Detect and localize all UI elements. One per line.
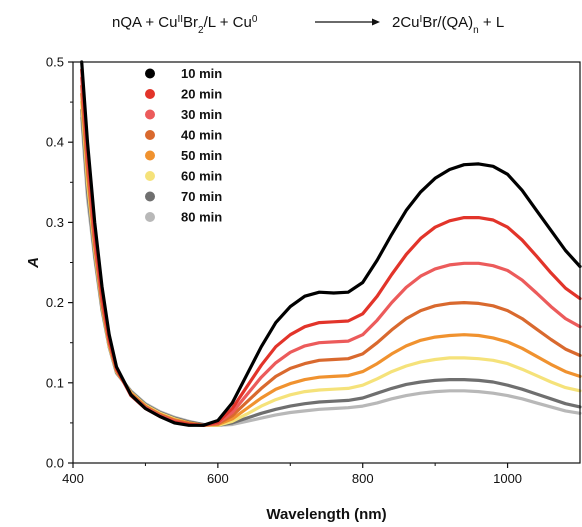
legend-label: 20 min bbox=[181, 87, 222, 102]
legend-marker bbox=[145, 212, 155, 222]
series-layer bbox=[80, 60, 582, 427]
y-tick-label: 0.0 bbox=[46, 456, 64, 471]
series-line bbox=[80, 100, 582, 427]
legend-marker bbox=[145, 130, 155, 140]
series-line bbox=[80, 68, 582, 427]
legend-marker bbox=[145, 191, 155, 202]
legend-label: 80 min bbox=[181, 210, 222, 225]
legend-marker bbox=[145, 89, 155, 99]
x-tick-label: 1000 bbox=[493, 471, 522, 486]
reaction-arrow bbox=[315, 18, 380, 26]
x-axis-title: Wavelength (nm) bbox=[266, 506, 386, 523]
plot-area-frame bbox=[72, 61, 581, 464]
reaction-reactants: nQA + CuIIBr2/L + Cu0 bbox=[112, 14, 258, 36]
y-tick-label: 0.2 bbox=[46, 295, 64, 310]
series-line bbox=[80, 84, 582, 427]
legend: 10 min 20 min 30 min 40 min 50 min 60 min 70 m… bbox=[145, 66, 222, 225]
x-tick-label: 800 bbox=[352, 471, 374, 486]
legend-marker bbox=[145, 171, 155, 181]
series-line bbox=[80, 108, 582, 427]
legend-marker bbox=[145, 68, 155, 79]
y-tick-label: 0.1 bbox=[46, 375, 64, 390]
y-tick-label: 0.4 bbox=[46, 135, 64, 150]
reaction-equation: nQA + CuIIBr2/L + Cu0 2CuIBr/(QA)n + L bbox=[112, 14, 504, 36]
y-tick-label: 0.5 bbox=[46, 55, 64, 70]
x-tick-label: 400 bbox=[62, 471, 84, 486]
legend-label: 50 min bbox=[181, 148, 222, 163]
axis-layer: 400 600 800 1000 0.0 0.1 0.2 0.3 0.4 0.5 bbox=[46, 55, 522, 487]
series-line bbox=[80, 116, 582, 427]
x-tick-label: 600 bbox=[207, 471, 229, 486]
y-axis-title: A bbox=[25, 257, 42, 269]
legend-marker bbox=[145, 109, 155, 120]
series-line bbox=[80, 92, 582, 427]
series-line bbox=[80, 76, 582, 427]
legend-marker bbox=[145, 150, 155, 161]
legend-label: 30 min bbox=[181, 107, 222, 122]
series-line bbox=[80, 60, 582, 427]
reaction-products: 2CuIBr/(QA)n + L bbox=[392, 14, 504, 36]
legend-label: 40 min bbox=[181, 128, 222, 143]
y-tick-label: 0.3 bbox=[46, 215, 64, 230]
legend-label: 70 min bbox=[181, 189, 222, 204]
legend-label: 10 min bbox=[181, 66, 222, 81]
legend-label: 60 min bbox=[181, 169, 222, 184]
